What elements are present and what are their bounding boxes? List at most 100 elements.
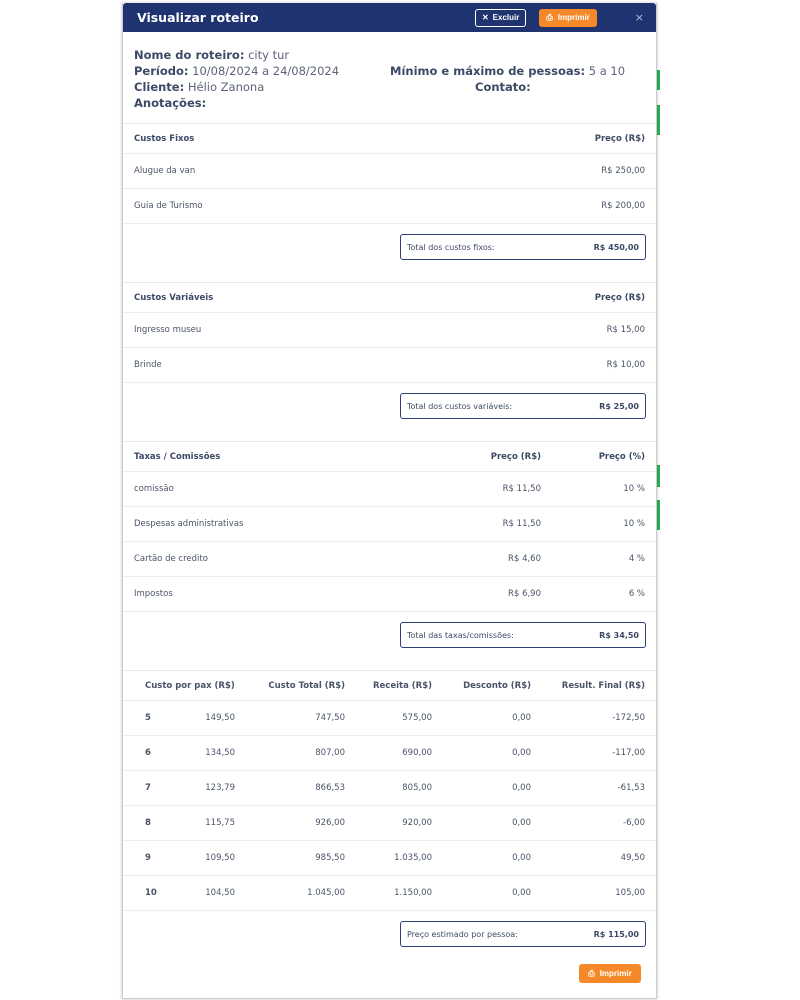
close-x-icon: ✕ xyxy=(481,13,489,22)
item-percent: 10 % xyxy=(623,484,645,494)
cell-result: 105,00 xyxy=(615,888,645,898)
total-area: Preço estimado por pessoa: R$ 115,00 xyxy=(123,911,656,969)
column-header: Result. Final (R$) xyxy=(561,680,645,691)
table-row: Guia de Turismo R$ 200,00 xyxy=(123,189,656,224)
column-header: Custo por pax (R$) xyxy=(145,680,235,691)
cell-total: 866,53 xyxy=(315,783,345,793)
table-row: 9 109,50 985,50 1.035,00 0,00 49,50 xyxy=(123,841,656,876)
period: 10/08/2024 a 24/08/2024 xyxy=(192,64,340,78)
background-indicator xyxy=(657,500,660,530)
cell-per_pax: 123,79 xyxy=(205,783,235,793)
item-price: R$ 11,50 xyxy=(502,484,541,494)
table-row: 8 115,75 926,00 920,00 0,00 -6,00 xyxy=(123,806,656,841)
min-max-people: 5 a 10 xyxy=(588,64,626,78)
table-row: Impostos R$ 6,90 6 % xyxy=(123,577,656,612)
modal-header: Visualizar roteiro ✕ Excluir ⎙ Imprimir × xyxy=(123,3,656,32)
itinerary-modal: Visualizar roteiro ✕ Excluir ⎙ Imprimir × … xyxy=(122,3,657,999)
table-row: 10 104,50 1.045,00 1.150,00 0,00 105,00 xyxy=(123,876,656,911)
table-row: Brinde R$ 10,00 xyxy=(123,348,656,383)
cell-total: 926,00 xyxy=(315,818,345,828)
cell-total: 985,50 xyxy=(315,853,345,863)
total-area: Total dos custos variáveis: R$ 25,00 xyxy=(123,383,656,441)
item-name: Ingresso museu xyxy=(134,325,202,335)
close-icon[interactable]: × xyxy=(634,11,644,24)
cell-result: -6,00 xyxy=(623,818,645,828)
footer-print-button[interactable]: ⎙ Imprimir xyxy=(579,964,641,983)
section-variable: Custos Variáveis Preço (R$) Ingresso museu… xyxy=(123,282,656,441)
cell-per_pax: 109,50 xyxy=(205,853,235,863)
delete-button[interactable]: ✕ Excluir xyxy=(474,8,527,27)
table-row: Ingresso museu R$ 15,00 xyxy=(123,313,656,348)
cell-revenue: 575,00 xyxy=(402,713,432,723)
cell-total: 1.045,00 xyxy=(307,888,345,898)
cell-revenue: 690,00 xyxy=(402,748,432,758)
total-box: Total dos custos fixos: R$ 450,00 xyxy=(400,234,646,260)
cell-discount: 0,00 xyxy=(512,888,531,898)
label: Nome do roteiro: xyxy=(134,48,245,62)
pax-count: 5 xyxy=(145,713,151,723)
print-button[interactable]: ⎙ Imprimir xyxy=(539,8,597,27)
table-row: Cartão de credito R$ 4,60 4 % xyxy=(123,542,656,577)
total-value: R$ 450,00 xyxy=(593,242,639,252)
item-name: Impostos xyxy=(134,589,173,599)
section-fixed: Custos Fixos Preço (R$) Alugue da van R$ 25… xyxy=(123,123,656,282)
cell-result: -117,00 xyxy=(612,748,645,758)
total-value: R$ 25,00 xyxy=(599,401,639,411)
cell-result: -61,53 xyxy=(617,783,645,793)
item-name: Alugue da van xyxy=(134,166,196,176)
table-header: Custo por pax (R$) Custo Total (R$) Receit… xyxy=(123,671,656,701)
item-price: R$ 250,00 xyxy=(601,166,645,176)
item-percent: 10 % xyxy=(623,519,645,529)
cell-per_pax: 104,50 xyxy=(205,888,235,898)
client: Hélio Zanona xyxy=(187,80,265,94)
pax-count: 8 xyxy=(145,818,151,828)
printer-icon: ⎙ xyxy=(546,12,553,22)
cell-per_pax: 149,50 xyxy=(205,713,235,723)
cell-result: -172,50 xyxy=(612,713,645,723)
cell-per_pax: 134,50 xyxy=(205,748,235,758)
cell-revenue: 805,00 xyxy=(402,783,432,793)
total-area: Total das taxas/comissões: R$ 34,50 xyxy=(123,612,656,670)
cell-total: 807,00 xyxy=(315,748,345,758)
table-row: Alugue da van R$ 250,00 xyxy=(123,154,656,189)
column-header: Receita (R$) xyxy=(372,680,432,691)
item-name: Cartão de credito xyxy=(134,554,208,564)
pax-count: 6 xyxy=(145,748,151,758)
section-title: Taxas / Comissões xyxy=(134,451,221,462)
item-name: Brinde xyxy=(134,360,162,370)
cell-total: 747,50 xyxy=(315,713,345,723)
itinerary-name: city tur xyxy=(248,48,290,62)
label: Mínimo e máximo de pessoas: xyxy=(390,64,586,78)
price-header: Preço (R$) xyxy=(594,133,645,144)
section-title: Custos Fixos xyxy=(134,133,195,144)
cell-revenue: 1.035,00 xyxy=(394,853,432,863)
table-row: 7 123,79 866,53 805,00 0,00 -61,53 xyxy=(123,771,656,806)
item-price: R$ 4,60 xyxy=(508,554,541,564)
notes-label: Anotações: xyxy=(134,96,207,110)
pax-count: 7 xyxy=(145,783,151,793)
background-indicator xyxy=(657,465,660,487)
contact-label: Contato: xyxy=(475,80,531,94)
background-indicator xyxy=(657,70,660,90)
estimate-value: R$ 115,00 xyxy=(593,929,639,939)
label: Cliente: xyxy=(134,80,185,94)
label: Período: xyxy=(134,64,189,78)
cell-discount: 0,00 xyxy=(512,783,531,793)
column-header: Custo Total (R$) xyxy=(268,680,345,691)
cell-discount: 0,00 xyxy=(512,818,531,828)
total-area: Total dos custos fixos: R$ 450,00 xyxy=(123,224,656,282)
table-header: Custos Variáveis Preço (R$) xyxy=(123,283,656,313)
item-price: R$ 11,50 xyxy=(502,519,541,529)
total-box: Total dos custos variáveis: R$ 25,00 xyxy=(400,393,646,419)
price-header: Preço (R$) xyxy=(594,292,645,303)
item-percent: 4 % xyxy=(628,554,645,564)
section-summary: Custo por pax (R$) Custo Total (R$) Receit… xyxy=(123,670,656,969)
total-label: Total dos custos fixos: xyxy=(407,242,495,252)
column-header: Desconto (R$) xyxy=(463,680,531,691)
printer-icon: ⎙ xyxy=(588,968,595,978)
cell-discount: 0,00 xyxy=(512,713,531,723)
total-label: Total dos custos variáveis: xyxy=(407,401,513,411)
table-row: 5 149,50 747,50 575,00 0,00 -172,50 xyxy=(123,701,656,736)
table-row: comissão R$ 11,50 10 % xyxy=(123,472,656,507)
item-price: R$ 10,00 xyxy=(606,360,645,370)
